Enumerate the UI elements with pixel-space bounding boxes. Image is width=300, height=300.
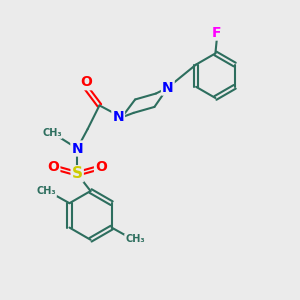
Text: CH₃: CH₃ xyxy=(125,235,145,244)
Text: O: O xyxy=(80,75,92,89)
Text: N: N xyxy=(112,110,124,124)
Text: F: F xyxy=(212,26,222,40)
Text: O: O xyxy=(95,160,107,174)
Text: N: N xyxy=(71,142,83,155)
Text: CH₃: CH₃ xyxy=(37,186,56,196)
Text: N: N xyxy=(162,81,174,94)
Text: O: O xyxy=(47,160,59,174)
Text: S: S xyxy=(72,166,83,181)
Text: CH₃: CH₃ xyxy=(42,128,62,138)
